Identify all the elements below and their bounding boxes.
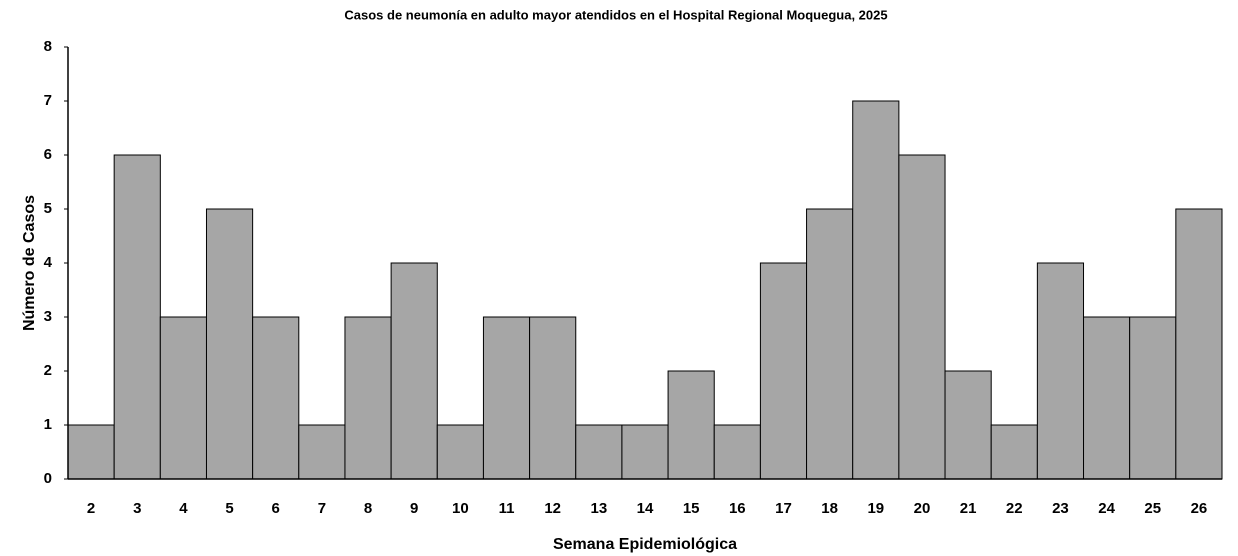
bar	[1129, 316, 1177, 480]
y-tick-label: 2	[44, 362, 52, 379]
bar	[1083, 316, 1131, 480]
y-tick-label: 1	[44, 416, 52, 433]
x-tick-label: 4	[179, 500, 188, 517]
y-tick-label: 7	[44, 92, 52, 109]
x-tick-label: 19	[867, 500, 884, 517]
bar	[436, 424, 484, 480]
y-tick-label: 6	[44, 146, 52, 163]
y-tick-label: 8	[44, 38, 52, 55]
bar	[852, 100, 900, 480]
bar	[621, 424, 669, 480]
bar	[252, 316, 300, 480]
bar	[759, 262, 808, 480]
x-tick-label: 18	[821, 500, 838, 517]
x-tick-label: 26	[1191, 500, 1208, 517]
y-tick-label: 4	[44, 254, 53, 271]
x-tick-label: 3	[133, 500, 141, 517]
x-tick-label: 14	[637, 500, 654, 517]
y-axis-label: Número de Casos	[21, 195, 38, 331]
bar	[113, 154, 161, 480]
x-tick-label: 13	[590, 500, 607, 517]
x-tick-label: 22	[1006, 500, 1023, 517]
bar	[713, 424, 761, 480]
x-tick-label: 24	[1098, 500, 1115, 517]
x-tick-label: 8	[364, 500, 372, 517]
y-tick-label: 3	[44, 308, 52, 325]
x-tick-label: 25	[1144, 500, 1161, 517]
bar	[159, 316, 207, 480]
x-tick-label: 23	[1052, 500, 1069, 517]
bar	[667, 370, 715, 480]
bar	[205, 208, 254, 480]
x-tick-label: 20	[914, 500, 931, 517]
chart-title: Casos de neumonía en adulto mayor atendi…	[344, 7, 887, 22]
x-axis-label: Semana Epidemiológica	[553, 536, 737, 553]
bar	[390, 262, 438, 480]
bar	[806, 208, 854, 480]
x-tick-label: 17	[775, 500, 792, 517]
bar	[944, 370, 992, 480]
bar	[990, 424, 1038, 480]
x-tick-label: 6	[272, 500, 280, 517]
y-tick-label: 0	[44, 470, 52, 487]
bar	[1036, 262, 1085, 480]
bar	[482, 316, 531, 480]
x-tick-label: 10	[452, 500, 469, 517]
bar	[298, 424, 346, 480]
bar	[1175, 208, 1223, 480]
x-tick-label: 15	[683, 500, 700, 517]
bar	[898, 154, 946, 480]
x-tick-label: 7	[318, 500, 326, 517]
x-tick-label: 2	[87, 500, 95, 517]
x-tick-label: 5	[225, 500, 233, 517]
bar	[529, 316, 577, 480]
x-tick-label: 21	[960, 500, 977, 517]
x-tick-label: 11	[499, 500, 515, 517]
bar	[67, 424, 115, 480]
x-tick-label: 9	[410, 500, 418, 517]
y-tick-label: 5	[44, 200, 52, 217]
bar	[575, 424, 623, 480]
bar	[344, 316, 392, 480]
x-tick-label: 16	[729, 500, 746, 517]
x-tick-label: 12	[544, 500, 561, 517]
